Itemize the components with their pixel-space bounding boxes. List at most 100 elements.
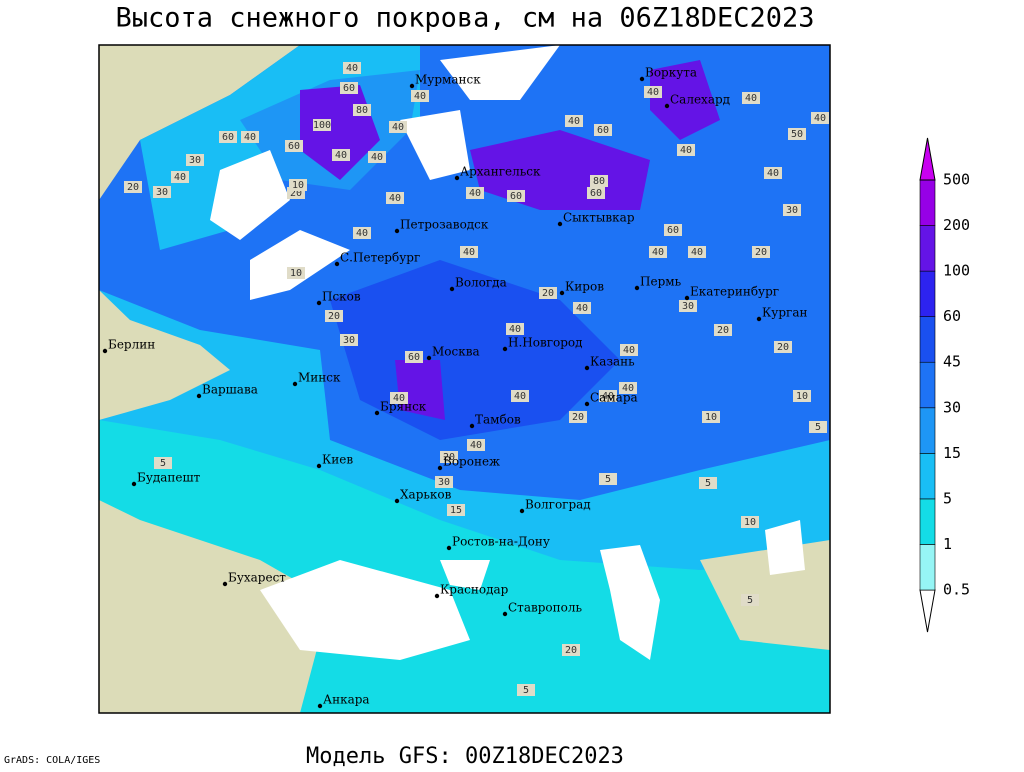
city-dot [102,348,108,354]
city-dot [394,498,400,504]
legend-label: 5 [943,489,952,507]
legend-low-cap [919,589,936,633]
legend-label: 30 [943,398,961,416]
contour-label: 40 [244,132,256,143]
legend-band [919,453,936,500]
contour-label: 40 [389,193,401,204]
city-label: С.Петербург [340,251,420,265]
footer-model: Модель GFS: 00Z18DEC2023 [306,744,624,768]
contour-label-bg [287,267,305,279]
contour-label: 40 [174,172,186,183]
contour-label-bg [811,112,829,124]
city-label: Анкара [323,693,370,707]
city-label: Псков [322,290,361,304]
contour-label: 40 [514,391,526,402]
city-label: Сыктывкар [563,211,635,225]
contour-label-bg [599,390,617,402]
city-dot [634,285,640,291]
contour-label: 10 [796,391,808,402]
legend-label: 45 [943,353,961,371]
contour-label-bg [353,104,371,116]
contour-label: 30 [682,301,694,312]
city-dot [584,401,590,407]
contour-label-bg [599,473,617,485]
contour-label: 30 [786,205,798,216]
city-dot [557,221,563,227]
contour-label: 40 [647,87,659,98]
contour-label: 40 [346,63,358,74]
city-dot [639,76,645,82]
contour-label-bg [587,187,605,199]
contour-label-bg [764,167,782,179]
city-label: Воронеж [443,455,500,469]
contour-label: 40 [356,228,368,239]
city-dot [222,581,228,587]
city-label: Краснодар [440,583,509,597]
contour-label-bg [702,411,720,423]
city-dot [316,463,322,469]
contour-label: 20 [572,412,584,423]
city-label: Варшава [202,383,258,397]
contour-label: 40 [814,113,826,124]
contour-label: 40 [469,188,481,199]
contour-label-bg [153,186,171,198]
contour-label-bg [699,477,717,489]
legend-band [919,225,936,272]
city-label: Минск [298,371,341,385]
contour-label: 20 [565,645,577,656]
legend-label: 500 [943,171,970,189]
city-label: Салехард [670,93,730,107]
city-dot [196,393,202,399]
city-dot [426,355,432,361]
contour-label-bg [809,421,827,433]
city-label: Тамбов [475,413,521,427]
contour-label: 20 [328,311,340,322]
contour-label: 80 [593,176,605,187]
contour-label: 5 [160,458,166,469]
city-label: Курган [762,306,807,320]
city-label: Будапешт [137,471,201,485]
city-dot [409,83,415,89]
city-label: Харьков [400,488,452,502]
contour-label-bg [186,154,204,166]
contour-label: 40 [392,122,404,133]
city-label: Волгоград [525,498,591,512]
contour-label: 40 [602,391,614,402]
legend-band [919,407,936,454]
city-label: Бухарест [228,571,286,585]
contour-label: 20 [542,288,554,299]
legend-label: 100 [943,262,970,280]
contour-label: 60 [222,132,234,143]
contour-label: 60 [510,191,522,202]
contour-label-bg [619,382,637,394]
city-label: Казань [590,355,635,369]
contour-label: 40 [470,440,482,451]
contour-label-bg [289,179,307,191]
contour-label: 5 [747,595,753,606]
contour-label-bg [343,62,361,74]
contour-label: 40 [652,247,664,258]
contour-label-bg [154,457,172,469]
city-label: Самара [590,391,638,405]
contour-label: 10 [705,412,717,423]
contour-label-bg [390,392,408,404]
contour-label: 40 [463,247,475,258]
city-label: Ростов-на-Дону [452,535,550,549]
legend-label: 200 [943,216,970,234]
contour-label: 20 [443,452,455,463]
legend-band [919,179,936,226]
city-dot [502,346,508,352]
contour-label: 40 [623,345,635,356]
contour-label-bg [285,140,303,152]
contour-label-bg [741,594,759,606]
contour-label-bg [511,390,529,402]
contour-label: 40 [691,247,703,258]
contour-label: 15 [450,505,462,516]
contour-label: 40 [680,145,692,156]
contour-label-bg [714,324,732,336]
contour-label-bg [506,323,524,335]
contour-label-bg [752,246,770,258]
contour-label-bg [219,131,237,143]
city-dot [317,703,323,709]
contour-label-bg [440,451,458,463]
